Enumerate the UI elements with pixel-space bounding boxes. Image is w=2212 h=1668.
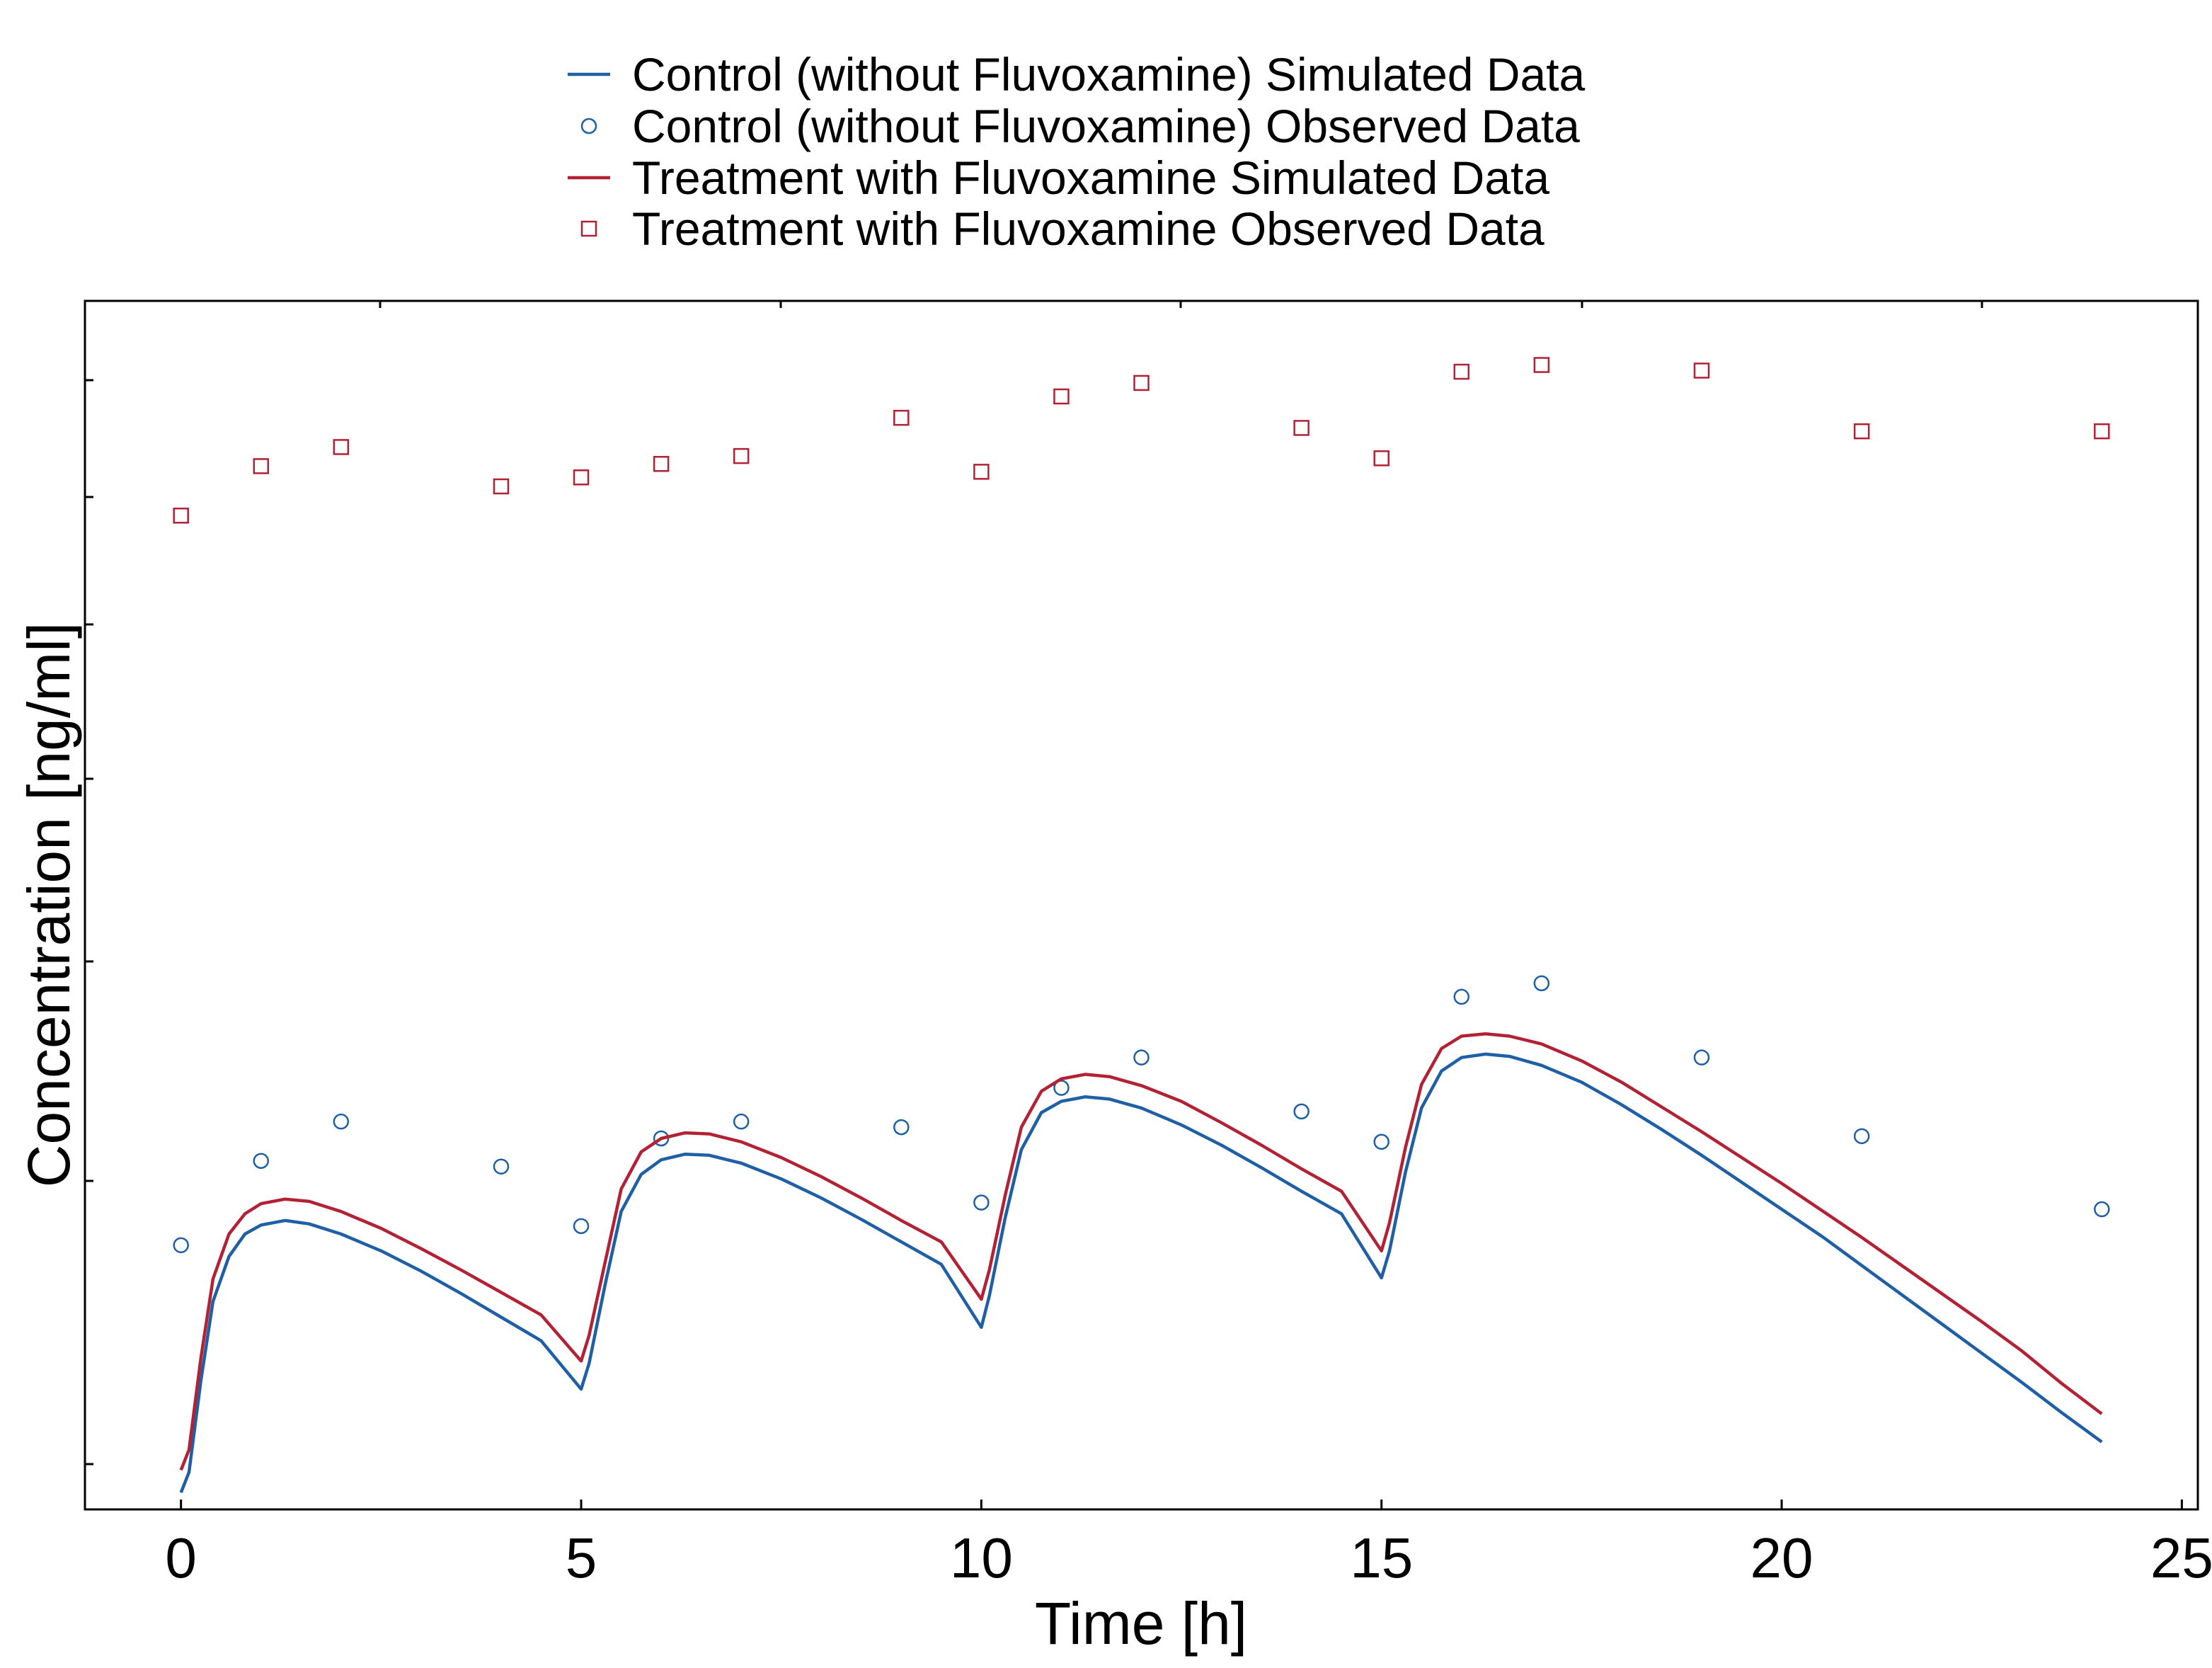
point-3-13 bbox=[1453, 363, 1470, 380]
legend-square-swatch-3 bbox=[580, 220, 597, 237]
legend-item-3: Treatment with Fluvoxamine Observed Data bbox=[580, 202, 1545, 255]
point-3-4 bbox=[573, 469, 590, 486]
point-3-15 bbox=[1693, 362, 1710, 379]
legend-item-0: Control (without Fluvoxamine) Simulated … bbox=[568, 48, 1586, 101]
point-1-9 bbox=[1053, 1080, 1070, 1096]
series-layer bbox=[173, 357, 2110, 1494]
x-tick-label-4: 20 bbox=[1750, 1526, 1813, 1589]
point-1-14 bbox=[1533, 975, 1550, 992]
x-tick-label-1: 5 bbox=[566, 1526, 597, 1589]
legend-circle-swatch-1 bbox=[580, 118, 597, 135]
point-1-17 bbox=[2094, 1201, 2110, 1218]
point-1-3 bbox=[493, 1158, 510, 1175]
plot-frame bbox=[84, 299, 2199, 1511]
series-2 bbox=[179, 1032, 2103, 1471]
point-3-17 bbox=[2094, 423, 2110, 440]
point-3-12 bbox=[1373, 450, 1389, 467]
series-3 bbox=[173, 357, 2110, 524]
point-3-7 bbox=[893, 409, 910, 426]
legend-label-3: Treatment with Fluvoxamine Observed Data bbox=[632, 202, 1545, 255]
legend-label-1: Control (without Fluvoxamine) Observed D… bbox=[632, 100, 1580, 152]
point-3-5 bbox=[653, 455, 670, 472]
point-1-4 bbox=[573, 1218, 590, 1235]
x-tick-label-3: 15 bbox=[1350, 1526, 1413, 1589]
series-line-2 bbox=[179, 1032, 2103, 1471]
x-axis-title: Time [h] bbox=[1035, 1590, 1247, 1657]
point-1-7 bbox=[893, 1119, 910, 1136]
point-1-1 bbox=[253, 1153, 269, 1169]
point-3-14 bbox=[1533, 357, 1550, 373]
legend-label-0: Control (without Fluvoxamine) Simulated … bbox=[632, 48, 1586, 101]
point-3-8 bbox=[973, 464, 990, 480]
y-axis bbox=[85, 301, 1983, 1466]
point-1-5 bbox=[653, 1130, 670, 1147]
series-1 bbox=[173, 975, 2110, 1254]
point-1-8 bbox=[973, 1194, 990, 1211]
series-line-0 bbox=[179, 1052, 2103, 1494]
x-tick-label-2: 10 bbox=[950, 1526, 1013, 1589]
x-tick-label-0: 0 bbox=[165, 1526, 197, 1589]
series-0 bbox=[179, 1052, 2103, 1494]
point-3-1 bbox=[253, 458, 269, 474]
legend: Control (without Fluvoxamine) Simulated … bbox=[568, 48, 1586, 255]
point-1-0 bbox=[173, 1237, 189, 1254]
point-3-2 bbox=[333, 439, 350, 455]
legend-item-1: Control (without Fluvoxamine) Observed D… bbox=[580, 100, 1580, 152]
point-3-3 bbox=[493, 478, 510, 495]
legend-item-2: Treatment with Fluvoxamine Simulated Dat… bbox=[568, 152, 1549, 204]
point-3-10 bbox=[1133, 375, 1150, 392]
x-axis: 0 5 10 15 20 25 bbox=[165, 1500, 2212, 1589]
point-3-6 bbox=[733, 447, 750, 464]
x-tick-label-5: 25 bbox=[2150, 1526, 2212, 1589]
point-1-12 bbox=[1373, 1133, 1389, 1150]
point-1-2 bbox=[333, 1113, 350, 1130]
point-3-16 bbox=[1853, 423, 1870, 440]
legend-label-2: Treatment with Fluvoxamine Simulated Dat… bbox=[632, 152, 1549, 204]
y-axis-title: Concentration [ng/ml] bbox=[16, 622, 82, 1187]
point-1-11 bbox=[1293, 1103, 1310, 1120]
point-3-11 bbox=[1293, 420, 1310, 436]
point-1-15 bbox=[1693, 1049, 1710, 1066]
point-1-10 bbox=[1133, 1049, 1150, 1066]
point-1-6 bbox=[733, 1113, 750, 1130]
point-1-13 bbox=[1453, 988, 1470, 1005]
point-1-16 bbox=[1853, 1128, 1870, 1145]
point-3-0 bbox=[173, 508, 189, 524]
point-3-9 bbox=[1053, 388, 1070, 405]
